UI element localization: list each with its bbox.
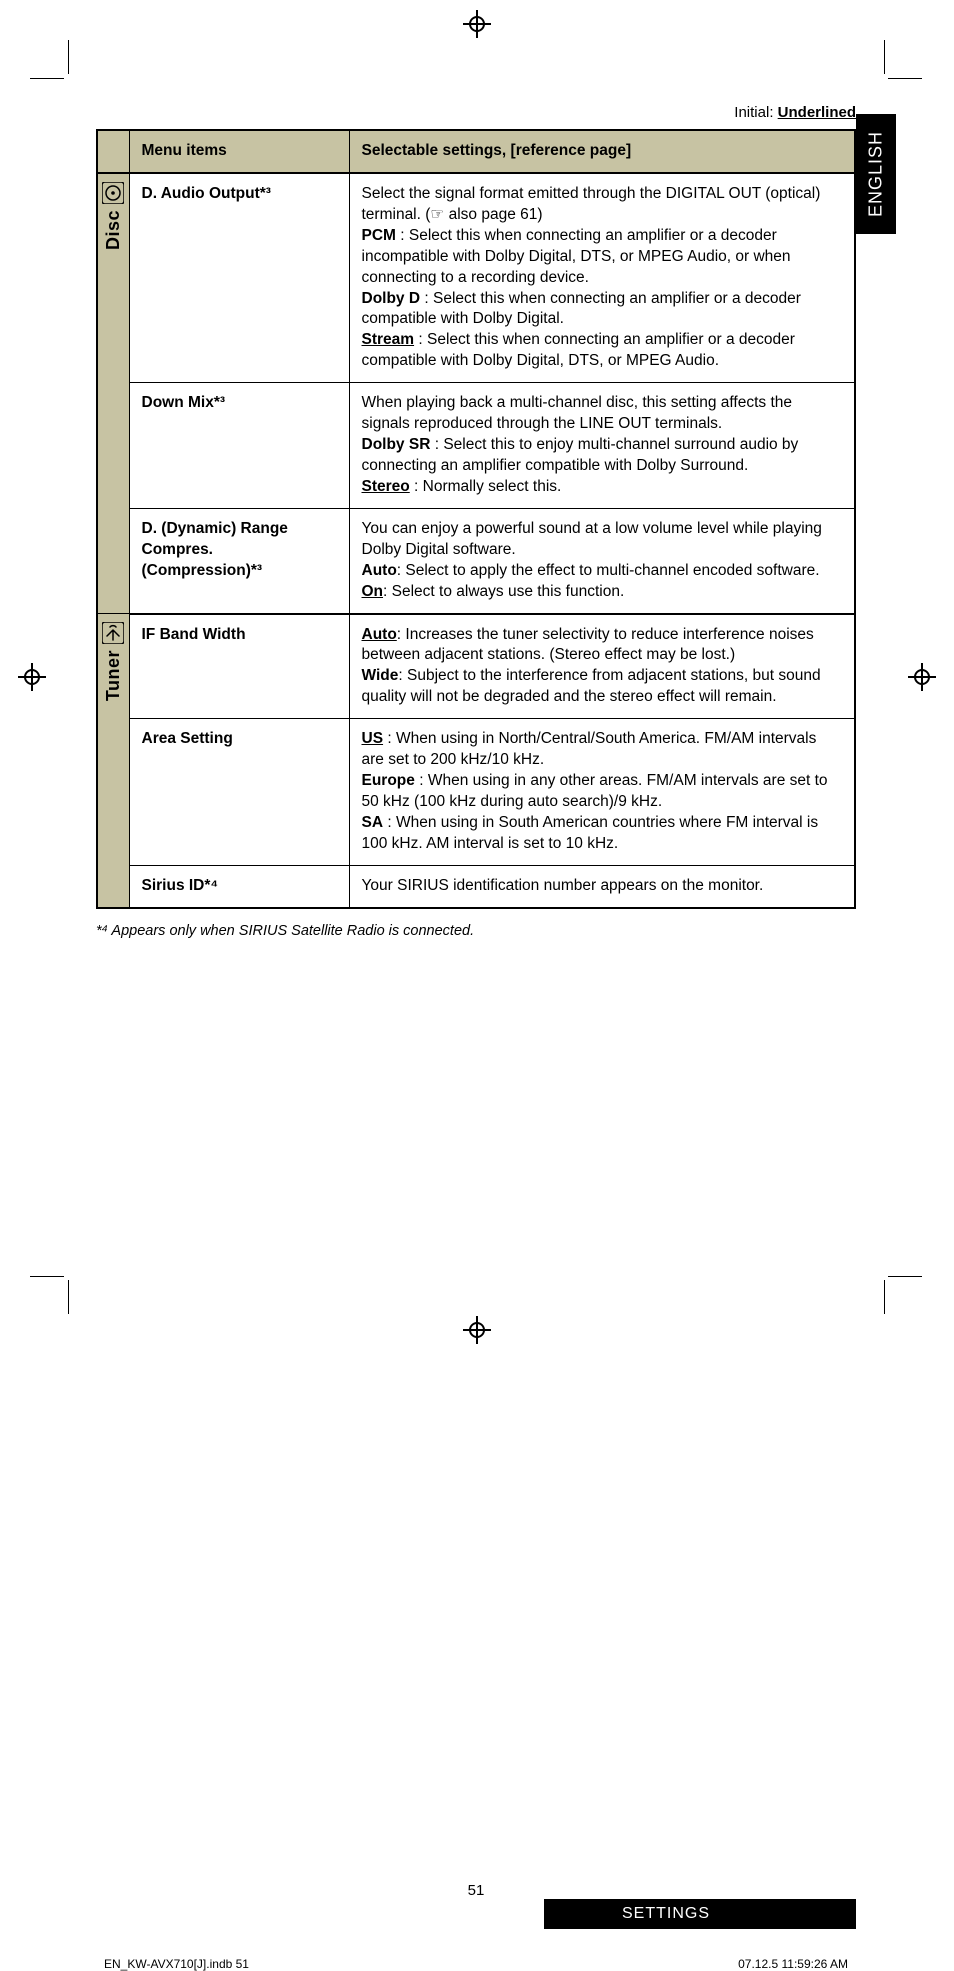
registration-mark <box>908 663 936 691</box>
drange-auto-text: : Select to apply the effect to multi-ch… <box>397 562 820 579</box>
pcm-text: : Select this when connecting an amplifi… <box>362 227 791 286</box>
header-settings: Selectable settings, [reference page] <box>349 130 855 173</box>
stream-label: Stream <box>362 331 415 348</box>
registration-mark <box>463 10 491 38</box>
area-eu-text: : When using in any other areas. FM/AM i… <box>362 772 828 810</box>
area-eu-label: Europe <box>362 772 415 789</box>
area-sa-label: SA <box>362 814 384 831</box>
ifband-wide-text: : Subject to the interference from adjac… <box>362 667 821 705</box>
pcm-label: PCM <box>362 227 396 244</box>
drange-name-l1: D. (Dynamic) Range <box>142 520 288 537</box>
area-us-label: US <box>362 730 384 747</box>
drange-intro: You can enjoy a powerful sound at a low … <box>362 520 822 558</box>
antenna-icon <box>102 622 124 644</box>
row-sirius-name: Sirius ID*⁴ <box>129 865 349 907</box>
initial-caption: Initial: Underlined <box>96 104 856 121</box>
dolbyd-text: : Select this when connecting an amplifi… <box>362 290 801 328</box>
area-us-text: : When using in North/Central/South Amer… <box>362 730 817 768</box>
trim-mark <box>30 78 64 79</box>
row-area-desc: US : When using in North/Central/South A… <box>349 719 855 866</box>
drange-name-l2: Compres. (Compression)*³ <box>142 541 263 579</box>
ifband-auto-label: Auto <box>362 626 397 643</box>
downmix-intro: When playing back a multi-channel disc, … <box>362 394 793 432</box>
header-menu-items: Menu items <box>129 130 349 173</box>
dolbyd-label: Dolby D <box>362 290 421 307</box>
footer-timestamp: 07.12.5 11:59:26 AM <box>738 1957 848 1971</box>
trim-mark <box>884 40 885 74</box>
page-number: 51 <box>468 1882 485 1899</box>
row-drange-desc: You can enjoy a powerful sound at a low … <box>349 508 855 613</box>
footnote: *⁴ Appears only when SIRIUS Satellite Ra… <box>96 923 856 939</box>
language-tab: ENGLISH <box>856 114 896 234</box>
drange-on-label: On <box>362 583 384 600</box>
registration-mark <box>463 1316 491 1344</box>
row-downmix-name: Down Mix*³ <box>129 383 349 509</box>
page-content: ENGLISH Initial: Underlined Menu items S… <box>96 104 856 939</box>
trim-mark <box>68 1280 69 1314</box>
stereo-text: : Normally select this. <box>410 478 562 495</box>
row-sirius-desc: Your SIRIUS identification number appear… <box>349 865 855 907</box>
area-sa-text: : When using in South American countries… <box>362 814 819 852</box>
ifband-wide-label: Wide <box>362 667 399 684</box>
settings-table: Menu items Selectable settings, [referen… <box>96 129 856 909</box>
section-disc-label: Disc <box>101 210 125 250</box>
initial-prefix: Initial: <box>734 104 777 121</box>
initial-word: Underlined <box>778 104 856 121</box>
row-area-name: Area Setting <box>129 719 349 866</box>
drange-on-text: : Select to always use this function. <box>383 583 624 600</box>
section-title-bar: SETTINGS <box>544 1899 856 1929</box>
registration-mark <box>18 663 46 691</box>
stream-text: : Select this when connecting an amplifi… <box>362 331 795 369</box>
drange-auto-label: Auto <box>362 562 397 579</box>
audio-out-intro: Select the signal format emitted through… <box>362 185 821 223</box>
row-audio-output-desc: Select the signal format emitted through… <box>349 173 855 383</box>
row-audio-output-name: D. Audio Output*³ <box>129 173 349 383</box>
row-ifband-name: IF Band Width <box>129 614 349 719</box>
trim-mark <box>68 40 69 74</box>
trim-mark <box>884 1280 885 1314</box>
trim-mark <box>30 1276 64 1277</box>
trim-mark <box>888 78 922 79</box>
disc-icon <box>102 182 124 204</box>
section-tuner-label: Tuner <box>101 650 125 701</box>
header-spacer <box>97 130 129 173</box>
row-downmix-desc: When playing back a multi-channel disc, … <box>349 383 855 509</box>
trim-mark <box>888 1276 922 1277</box>
row-ifband-desc: Auto: Increases the tuner selectivity to… <box>349 614 855 719</box>
dolbysr-label: Dolby SR <box>362 436 431 453</box>
section-disc: Disc <box>97 173 129 614</box>
row-drange-name: D. (Dynamic) Range Compres. (Compression… <box>129 508 349 613</box>
footer-filename: EN_KW-AVX710[J].indb 51 <box>104 1957 249 1971</box>
stereo-label: Stereo <box>362 478 410 495</box>
ifband-auto-text: : Increases the tuner selectivity to red… <box>362 626 814 664</box>
section-tuner: Tuner <box>97 614 129 908</box>
